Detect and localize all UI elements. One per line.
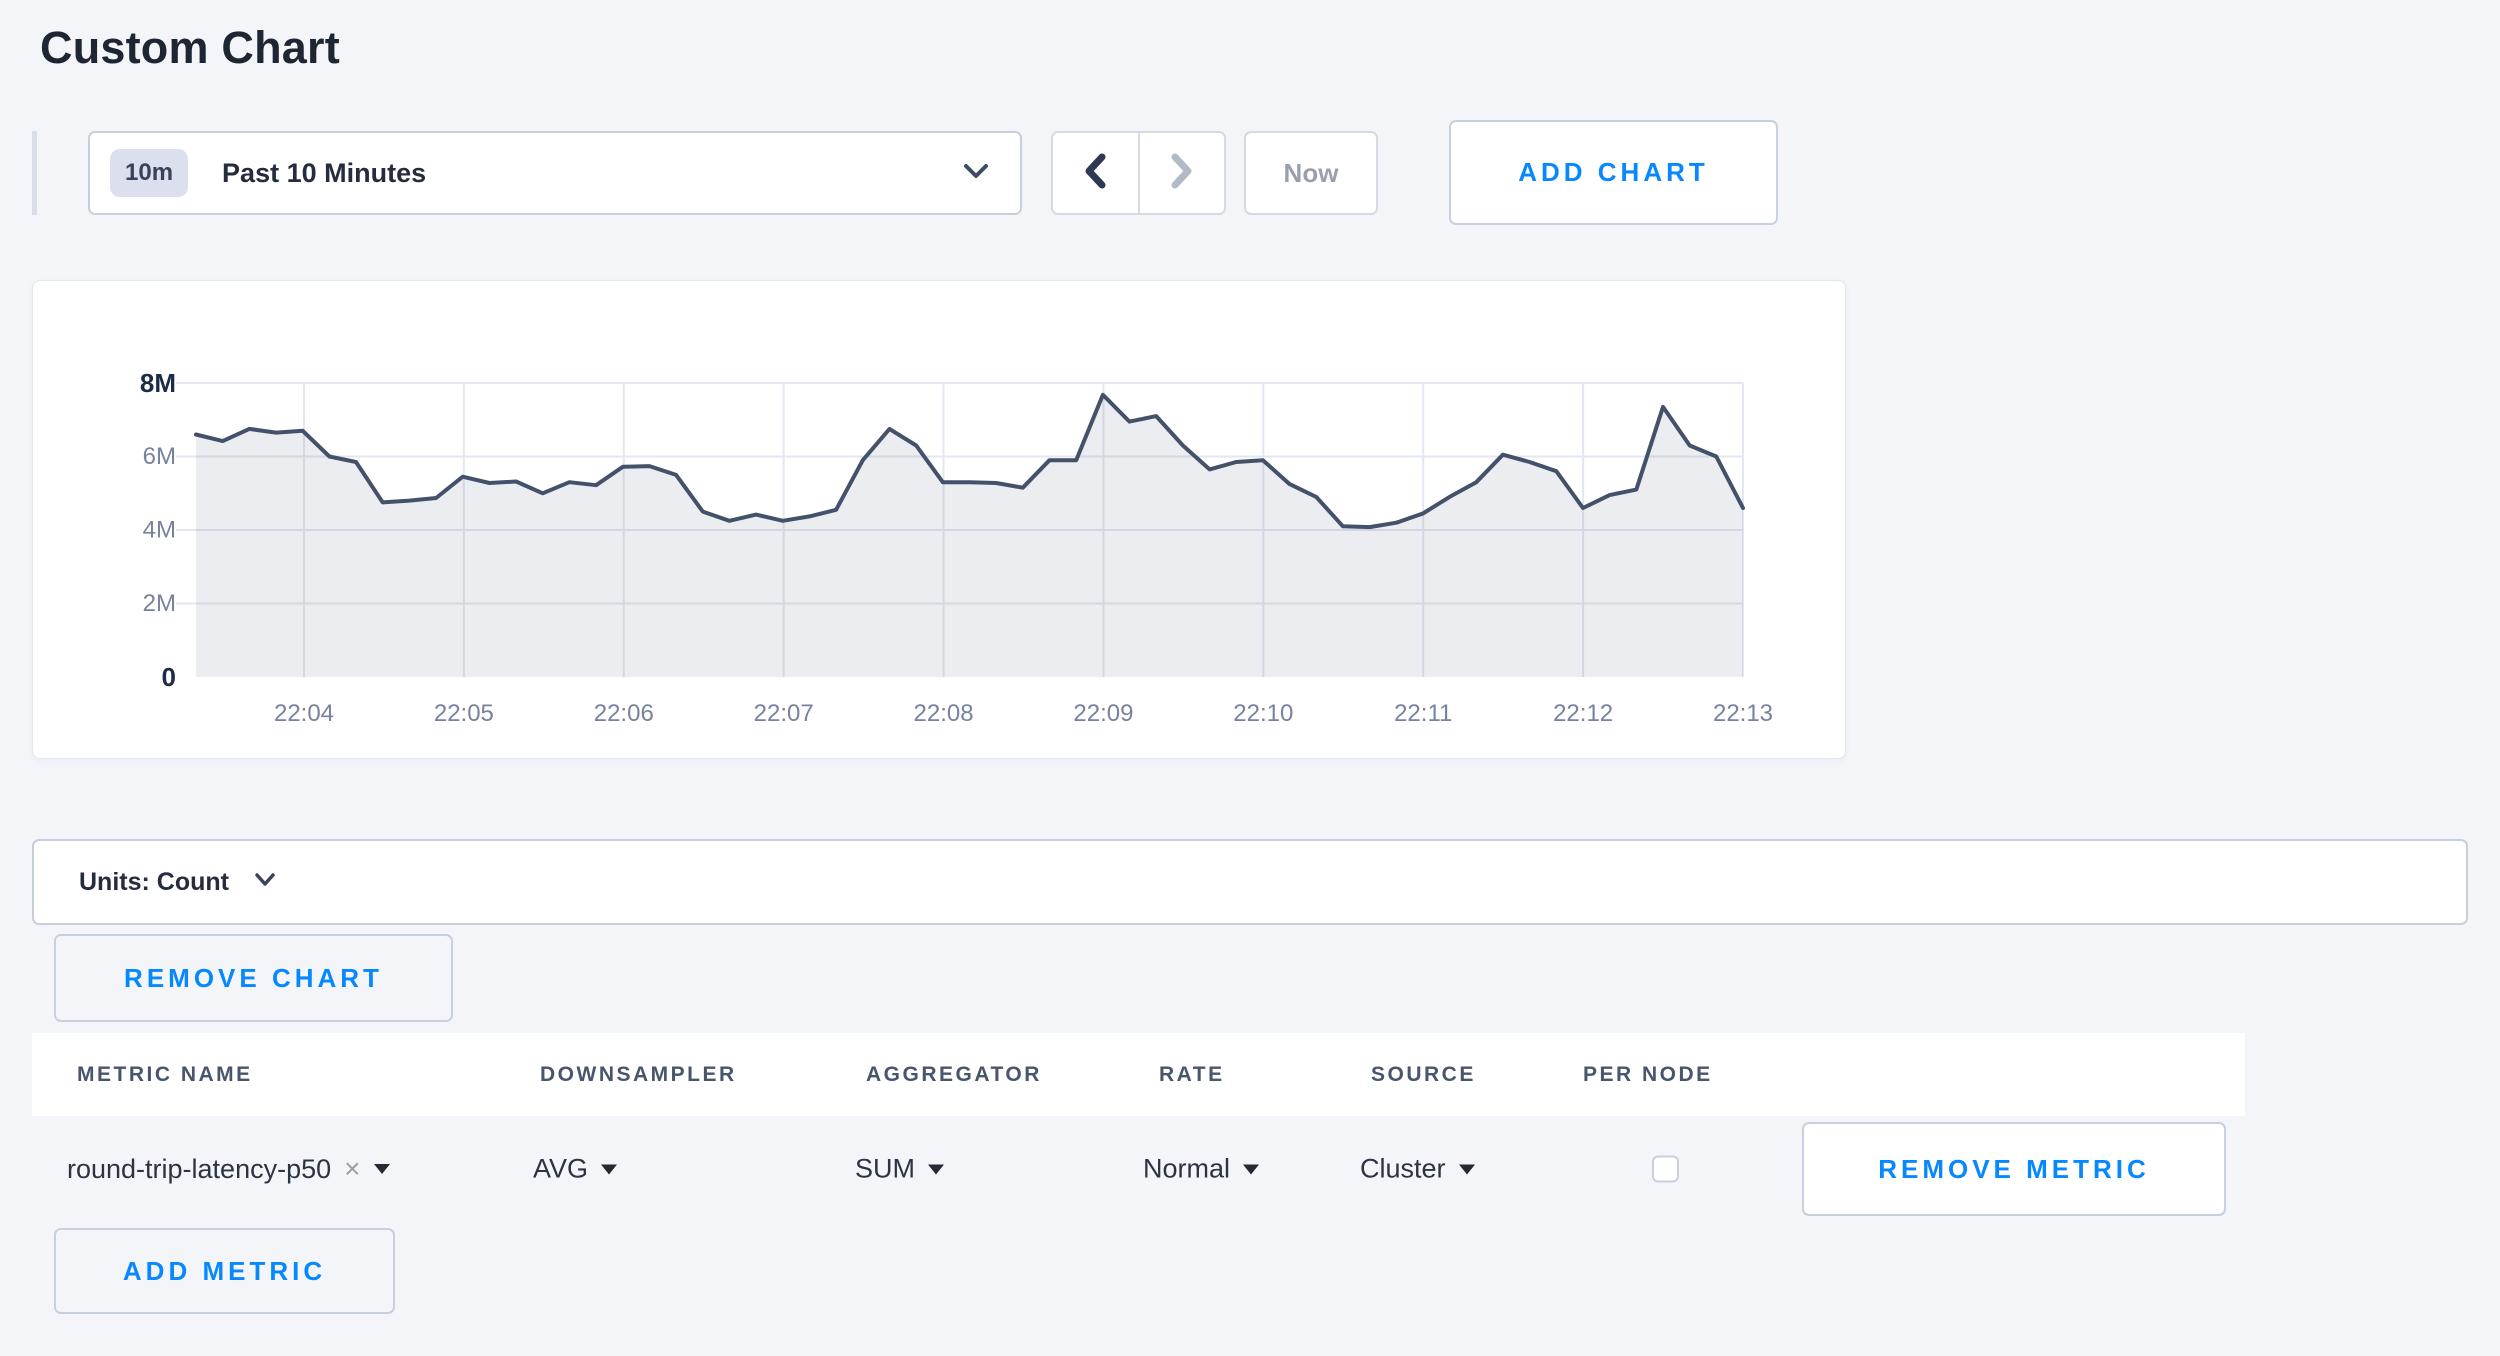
aggregator-select[interactable]: SUM <box>855 1154 944 1185</box>
toolbar-divider <box>32 131 37 215</box>
add-metric-button[interactable]: ADD METRIC <box>54 1228 395 1314</box>
y-axis-tick-label: 0 <box>162 662 176 692</box>
add-metric-button-label: ADD METRIC <box>122 1255 327 1286</box>
column-header-metric-name: METRIC NAME <box>77 1062 253 1086</box>
rate-select[interactable]: Normal <box>1143 1153 1260 1185</box>
time-nav-group <box>1051 131 1226 215</box>
downsampler-select-value: AVG <box>533 1153 589 1184</box>
y-axis-tick-label: 6M <box>143 443 176 470</box>
caret-down-icon <box>1243 1164 1260 1174</box>
x-axis-tick-label: 22:07 <box>754 700 814 727</box>
downsampler-select[interactable]: AVG <box>533 1153 618 1185</box>
add-chart-button-label: ADD CHART <box>1518 157 1709 187</box>
column-header-aggregator: AGGREGATOR <box>866 1062 1042 1086</box>
timeseries-chart: 22:04 22:05 22:06 22:07 22:08 22:09 22:10 22:11… <box>140 368 1773 727</box>
x-axis-tick-label: 22:09 <box>1073 700 1133 727</box>
remove-chart-button-label: REMOVE CHART <box>124 962 383 993</box>
chart-card: 22:04 22:05 22:06 22:07 22:08 22:09 22:10 22:11… <box>32 280 1846 759</box>
x-axis-tick-label: 22:13 <box>1713 700 1773 727</box>
source-select[interactable]: Cluster <box>1360 1154 1475 1185</box>
x-axis-tick-label: 22:04 <box>274 700 334 727</box>
series-line <box>194 392 1745 530</box>
remove-metric-name-icon[interactable]: × <box>344 1153 361 1184</box>
y-axis-tick-label: 4M <box>143 517 176 544</box>
x-axis-tick-label: 22:11 <box>1394 700 1452 727</box>
column-header-downsampler: DOWNSAMPLER <box>540 1062 737 1086</box>
time-window-label: Past 10 Minutes <box>222 157 427 188</box>
add-chart-button[interactable]: ADD CHART <box>1449 120 1778 225</box>
x-axis-tick-label: 22:06 <box>594 700 654 727</box>
aggregator-select-value: SUM <box>855 1153 915 1184</box>
x-axis-tick-label: 22:08 <box>914 700 974 727</box>
time-window-badge: 10m <box>110 149 189 197</box>
per-node-checkbox[interactable] <box>1652 1155 1679 1183</box>
x-axis-tick-label: 22:05 <box>434 700 494 727</box>
column-header-per-node: PER NODE <box>1583 1062 1713 1086</box>
time-window-select[interactable]: 10m Past 10 Minutes <box>88 131 1022 215</box>
metric-name-select[interactable]: round-trip-latency-p50 × <box>67 1153 390 1185</box>
y-axis-tick-label: 8M <box>140 368 176 398</box>
remove-metric-button[interactable]: REMOVE METRIC <box>1802 1122 2226 1216</box>
time-back-button[interactable] <box>1053 133 1140 213</box>
chevron-left-icon <box>1082 152 1108 195</box>
caret-down-icon <box>1458 1164 1475 1174</box>
chevron-down-icon <box>962 162 990 185</box>
series-area-fill <box>196 394 1743 677</box>
time-forward-button[interactable] <box>1140 133 1225 213</box>
units-select-label: Units: Count <box>79 867 229 896</box>
caret-down-icon <box>928 1164 944 1174</box>
rate-select-value: Normal <box>1143 1153 1231 1184</box>
source-select-value: Cluster <box>1360 1153 1446 1184</box>
chevron-right-icon <box>1169 152 1195 195</box>
units-select[interactable]: Units: Count <box>32 839 2468 925</box>
y-axis-tick-label: 2M <box>143 590 176 617</box>
chevron-down-icon <box>253 872 277 893</box>
column-header-source: SOURCE <box>1371 1062 1476 1086</box>
column-header-rate: RATE <box>1159 1062 1225 1086</box>
metric-row: round-trip-latency-p50 × AVG SUM Normal Clust… <box>32 1116 2468 1222</box>
caret-down-icon <box>373 1164 390 1174</box>
now-button[interactable]: Now <box>1244 131 1378 215</box>
x-axis-tick-label: 22:12 <box>1553 700 1613 727</box>
x-axis-tick-label: 22:10 <box>1233 700 1293 727</box>
remove-chart-button[interactable]: REMOVE CHART <box>54 934 453 1022</box>
now-button-label: Now <box>1283 157 1339 188</box>
page-title: Custom Chart <box>40 22 340 73</box>
metric-name-select-value: round-trip-latency-p50 <box>67 1153 332 1184</box>
metrics-table-header: METRIC NAME DOWNSAMPLER AGGREGATOR RATE SOUR… <box>32 1033 2245 1116</box>
remove-metric-button-label: REMOVE METRIC <box>1878 1153 2150 1184</box>
caret-down-icon <box>601 1164 618 1174</box>
